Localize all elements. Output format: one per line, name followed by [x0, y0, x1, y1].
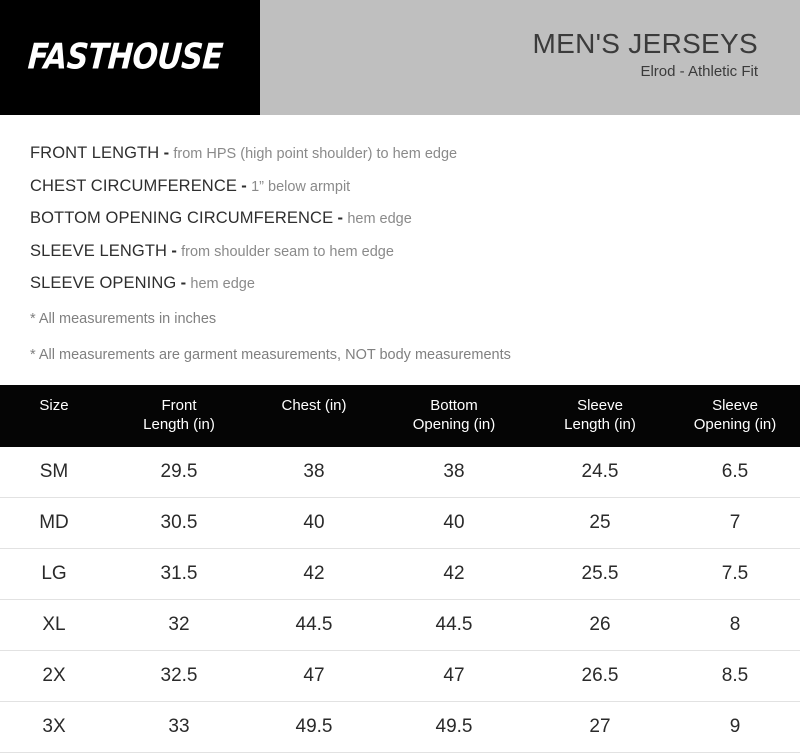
cell-sleeve-opening: 7.5: [670, 548, 800, 601]
header-line-1: Sleeve: [712, 396, 758, 414]
definition-row: FRONT LENGTH - from HPS (high point shou…: [30, 145, 800, 162]
cell-chest: 40: [250, 497, 378, 550]
definition-term: CHEST CIRCUMFERENCE: [30, 176, 237, 195]
cell-chest: 38: [250, 446, 378, 499]
page-header: FASTHOUSE MEN'S JERSEYS Elrod - Athletic…: [0, 0, 800, 115]
table-row: LG 31.5 42 42 25.5 7.5: [0, 548, 800, 601]
brand-logo-block: FASTHOUSE: [0, 0, 260, 115]
cell-front-length: 31.5: [108, 548, 250, 601]
cell-sleeve-length: 25: [530, 497, 670, 550]
header-line-2: Length (in): [143, 415, 215, 433]
definition-row: CHEST CIRCUMFERENCE - 1” below armpit: [30, 176, 800, 195]
header-line-2: Length (in): [564, 415, 636, 433]
cell-sleeve-opening: 8: [670, 599, 800, 652]
header-line-1: Bottom: [430, 396, 478, 414]
definition-term: FRONT LENGTH: [30, 144, 160, 162]
header-line-1: Front: [161, 396, 197, 414]
cell-bottom-opening: 40: [378, 497, 530, 550]
definition-term: BOTTOM OPENING CIRCUMFERENCE: [30, 209, 334, 227]
cell-bottom-opening: 47: [378, 650, 530, 703]
cell-sleeve-length: 26: [530, 599, 670, 652]
column-header-chest: Chest (in): [250, 385, 378, 447]
table-row: MD 30.5 40 40 25 7: [0, 497, 800, 550]
definition-dash: -: [337, 209, 344, 227]
table-header-row: Size Front Length (in) Chest (in) Bottom…: [0, 384, 800, 447]
cell-front-length: 30.5: [108, 497, 250, 550]
definition-description: from HPS (high point shoulder) to hem ed…: [173, 146, 458, 162]
table-row: 2X 32.5 47 47 26.5 8.5: [0, 650, 800, 703]
definition-row: SLEEVE OPENING - hem edge: [30, 275, 800, 292]
page-title: MEN'S JERSEYS: [532, 27, 758, 59]
cell-front-length: 29.5: [108, 446, 250, 499]
cell-bottom-opening: 42: [378, 548, 530, 601]
cell-bottom-opening: 38: [378, 446, 530, 499]
table-row: XL 32 44.5 44.5 26 8: [0, 599, 800, 652]
table-row: SM 29.5 38 38 24.5 6.5: [0, 446, 800, 499]
column-header-sleeve-opening: Sleeve Opening (in): [670, 385, 800, 447]
header-line-2: Opening (in): [412, 415, 496, 433]
cell-chest: 49.5: [250, 701, 378, 754]
note-item: * All measurements are garment measureme…: [30, 347, 511, 363]
cell-chest: 47: [250, 650, 378, 703]
cell-sleeve-opening: 8.5: [670, 650, 800, 703]
header-line-1: Size: [39, 396, 69, 414]
cell-bottom-opening: 49.5: [378, 701, 530, 754]
cell-sleeve-length: 24.5: [530, 446, 670, 499]
cell-sleeve-length: 25.5: [530, 548, 670, 601]
cell-size: XL: [0, 599, 108, 652]
cell-chest: 44.5: [250, 599, 378, 652]
cell-size: MD: [0, 497, 108, 550]
cell-sleeve-length: 26.5: [530, 650, 670, 703]
note-item: * All measurements in inches: [30, 310, 217, 327]
cell-sleeve-opening: 7: [670, 497, 800, 550]
definition-description: hem edge: [190, 276, 255, 292]
page-subtitle: Elrod - Athletic Fit: [640, 62, 758, 80]
cell-size: SM: [0, 446, 108, 499]
definition-row: SLEEVE LENGTH - from shoulder seam to he…: [30, 241, 800, 260]
measurement-definitions: FRONT LENGTH - from HPS (high point shou…: [0, 115, 800, 292]
definition-dash: -: [163, 144, 170, 162]
column-header-bottom-opening: Bottom Opening (in): [378, 385, 530, 447]
header-line-1: Chest (in): [281, 396, 347, 414]
definition-description: from shoulder seam to hem edge: [181, 243, 394, 260]
definition-description: hem edge: [347, 211, 412, 227]
table-row: 3X 33 49.5 49.5 27 9: [0, 701, 800, 754]
definition-description: 1” below armpit: [251, 178, 351, 195]
definition-term: SLEEVE LENGTH: [30, 241, 168, 260]
definition-dash: -: [180, 274, 187, 292]
header-title-group: MEN'S JERSEYS Elrod - Athletic Fit: [260, 0, 800, 115]
column-header-sleeve-length: Sleeve Length (in): [530, 385, 670, 447]
cell-size: LG: [0, 548, 108, 601]
cell-front-length: 33: [108, 701, 250, 754]
cell-chest: 42: [250, 548, 378, 601]
header-line-1: Sleeve: [577, 396, 623, 414]
column-header-front-length: Front Length (in): [108, 385, 250, 447]
cell-size: 2X: [0, 650, 108, 703]
definition-row: BOTTOM OPENING CIRCUMFERENCE - hem edge: [30, 210, 800, 227]
cell-front-length: 32.5: [108, 650, 250, 703]
definition-dash: -: [171, 241, 177, 260]
cell-front-length: 32: [108, 599, 250, 652]
cell-sleeve-length: 27: [530, 701, 670, 754]
measurement-notes: * All measurements in inches * All measu…: [0, 308, 800, 363]
cell-bottom-opening: 44.5: [378, 599, 530, 652]
cell-size: 3X: [0, 701, 108, 754]
column-header-size: Size: [0, 385, 108, 447]
cell-sleeve-opening: 6.5: [670, 446, 800, 499]
size-chart-table: Size Front Length (in) Chest (in) Bottom…: [0, 384, 800, 754]
definition-dash: -: [241, 176, 247, 195]
header-line-2: Opening (in): [693, 415, 777, 433]
fasthouse-logo: FASTHOUSE: [26, 36, 224, 78]
cell-sleeve-opening: 9: [670, 701, 800, 754]
definition-term: SLEEVE OPENING: [30, 274, 177, 292]
